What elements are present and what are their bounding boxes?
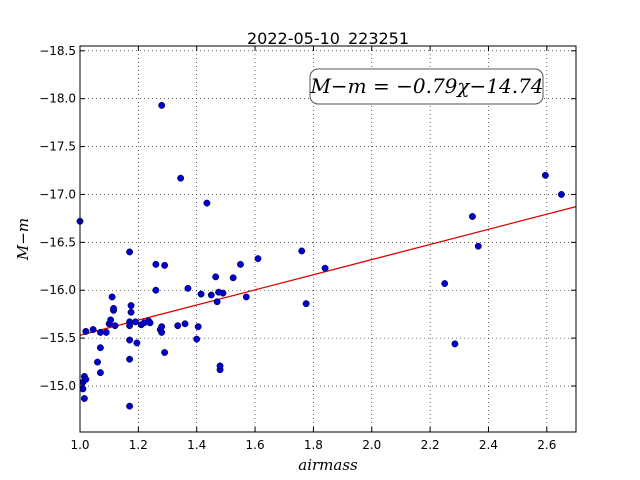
data-point: [181, 320, 189, 328]
data-point: [441, 280, 449, 287]
data-point: [158, 323, 166, 331]
data-point: [146, 319, 154, 327]
data-point: [80, 395, 88, 402]
data-point: [96, 344, 104, 352]
data-point: [184, 284, 192, 292]
x-tick-label: 2.2: [421, 438, 440, 452]
data-point: [451, 340, 459, 348]
data-point: [158, 101, 166, 109]
data-point: [102, 328, 110, 336]
data-point: [152, 260, 160, 268]
y-axis-label: M−m: [14, 218, 32, 261]
y-tick-label: −15.0: [39, 379, 76, 393]
x-tick-label: 2.0: [362, 438, 381, 452]
y-tick-label: −18.0: [39, 92, 76, 106]
y-tick-label: −16.0: [39, 283, 76, 297]
x-tick-label: 1.0: [70, 438, 89, 452]
data-point: [468, 213, 476, 220]
chart-title: 2022-05-10_223251: [247, 29, 409, 49]
x-tick-label: 1.4: [187, 438, 206, 452]
data-point: [161, 261, 169, 269]
data-point: [197, 290, 205, 298]
y-tick-label: −18.5: [39, 44, 76, 58]
fit-equation: M−m = −0.79χ−14.74: [309, 74, 543, 98]
fit-line-layer: [79, 205, 577, 336]
data-point: [298, 247, 306, 255]
data-point: [126, 402, 134, 410]
data-point: [229, 274, 237, 282]
data-point: [213, 298, 221, 306]
equation-box: [309, 68, 544, 105]
data-point: [79, 385, 87, 393]
y-tick-label: −16.5: [39, 235, 76, 249]
data-point: [96, 369, 104, 377]
data-point: [110, 304, 118, 312]
data-point: [96, 328, 104, 336]
data-point: [82, 375, 90, 383]
data-point: [82, 327, 90, 335]
data-point: [133, 339, 141, 347]
data-point: [111, 322, 119, 330]
data-point: [126, 248, 134, 256]
plot-frame: [79, 45, 577, 433]
x-tick-label: 1.8: [304, 438, 323, 452]
data-point: [216, 362, 224, 370]
fit-line: [79, 205, 577, 336]
x-tick-label: 1.2: [129, 438, 148, 452]
data-point: [127, 308, 135, 316]
data-point: [203, 199, 211, 207]
y-tick-label: −15.5: [39, 331, 76, 345]
data-point: [127, 302, 135, 310]
data-point: [108, 293, 116, 301]
data-point: [126, 322, 134, 330]
data-point: [242, 293, 250, 301]
data-point: [152, 286, 160, 294]
data-point: [131, 318, 139, 326]
data-point: [126, 336, 134, 344]
plot-area: [80, 46, 576, 432]
data-point: [321, 264, 329, 272]
data-point: [557, 191, 565, 198]
data-point: [541, 171, 549, 179]
data-point: [207, 291, 215, 299]
data-point: [237, 260, 244, 268]
x-tick-label: 1.6: [246, 438, 265, 452]
data-point: [126, 355, 134, 363]
data-point: [302, 300, 310, 308]
data-point: [193, 335, 201, 343]
data-point: [219, 289, 227, 297]
data-point: [107, 316, 115, 324]
x-tick-label: 2.6: [537, 438, 556, 452]
data-point: [94, 358, 101, 366]
y-tick-label: −17.5: [39, 140, 76, 154]
data-point: [254, 255, 262, 263]
x-axis-label: airmass: [298, 456, 358, 474]
data-point: [174, 322, 182, 330]
data-point: [158, 328, 166, 336]
y-tick-label: −17.0: [39, 187, 76, 201]
data-point: [194, 323, 202, 331]
grid-lines: [79, 46, 576, 432]
data-point: [89, 326, 97, 333]
x-tick-label: 2.4: [479, 438, 498, 452]
data-point: [161, 349, 169, 356]
data-point: [212, 273, 220, 281]
data-point: [177, 174, 185, 182]
data-points: [76, 101, 565, 410]
data-point: [474, 242, 482, 250]
tick-labels: 1.0 1.2 1.4 1.6 1.8 2.0 2.2 2.4 2.6 −15.0 −15.5 −16…: [39, 44, 556, 452]
